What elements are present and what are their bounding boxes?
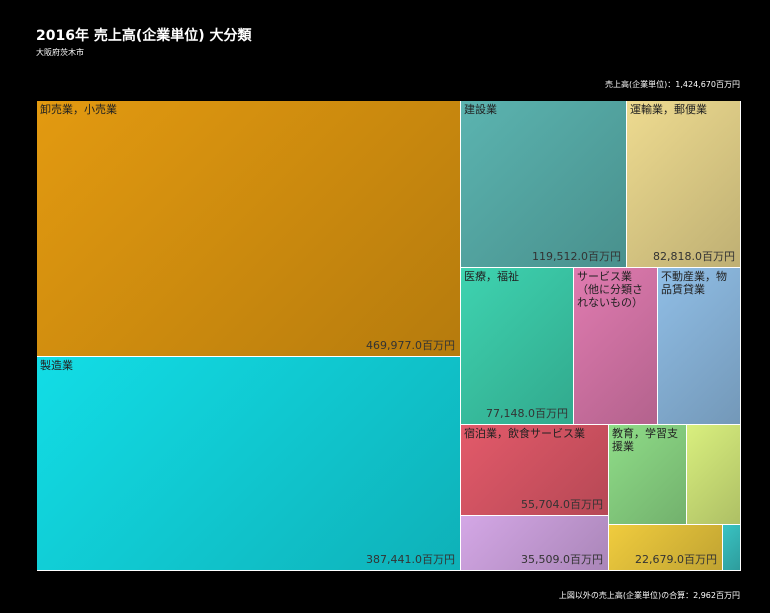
treemap-tile[interactable]: 宿泊業，飲食サービス業 55,704.0百万円 [461, 425, 609, 516]
treemap-tile[interactable] [687, 425, 741, 525]
chart-subtitle: 大阪府茨木市 [36, 48, 84, 57]
tile-label: 医療，福祉 [464, 270, 519, 283]
treemap-tile[interactable]: 製造業 387,441.0百万円 [37, 357, 461, 571]
tile-label: サービス業（他に分類されないもの） [577, 270, 643, 309]
treemap-tile[interactable]: サービス業（他に分類されないもの） [574, 268, 658, 425]
treemap-tile[interactable]: 建設業 119,512.0百万円 [461, 101, 627, 268]
tile-label: 卸売業，小売業 [40, 103, 117, 116]
tile-value: 77,148.0百万円 [486, 407, 568, 420]
treemap-tile[interactable]: 35,509.0百万円 [461, 516, 609, 571]
tile-label: 不動産業，物品賃貸業 [661, 270, 727, 296]
tile-value: 387,441.0百万円 [366, 553, 455, 566]
treemap-tile[interactable]: 運輸業，郵便業 82,818.0百万円 [627, 101, 741, 268]
tile-label: 運輸業，郵便業 [630, 103, 707, 116]
treemap-tile[interactable]: 卸売業，小売業 469,977.0百万円 [37, 101, 461, 357]
treemap-tile[interactable]: 医療，福祉 77,148.0百万円 [461, 268, 574, 425]
treemap-chart: 卸売業，小売業 469,977.0百万円製造業 387,441.0百万円 建設業 119… [37, 101, 741, 571]
treemap-tile[interactable]: 22,679.0百万円 [609, 525, 723, 571]
tile-value: 469,977.0百万円 [366, 339, 455, 352]
tile-label: 教育，学習支援業 [612, 427, 678, 453]
tile-value: 22,679.0百万円 [635, 553, 717, 566]
treemap-tile[interactable]: 教育，学習支援業 [609, 425, 687, 525]
tile-value: 119,512.0百万円 [532, 250, 621, 263]
total-sales-label: 売上高(企業単位)：1,424,670百万円 [605, 80, 740, 89]
chart-title: 2016年 売上高(企業単位) 大分類 [36, 28, 252, 44]
treemap-tile[interactable] [723, 525, 741, 571]
other-sales-label: 上図以外の売上高(企業単位)の合算：2,962百万円 [558, 591, 740, 600]
tile-value: 55,704.0百万円 [521, 498, 603, 511]
tile-label: 宿泊業，飲食サービス業 [464, 427, 585, 440]
tile-value: 35,509.0百万円 [521, 553, 603, 566]
tile-label: 建設業 [464, 103, 497, 116]
treemap-tile[interactable]: 不動産業，物品賃貸業 [658, 268, 741, 425]
tile-value: 82,818.0百万円 [653, 250, 735, 263]
tile-label: 製造業 [40, 359, 73, 372]
